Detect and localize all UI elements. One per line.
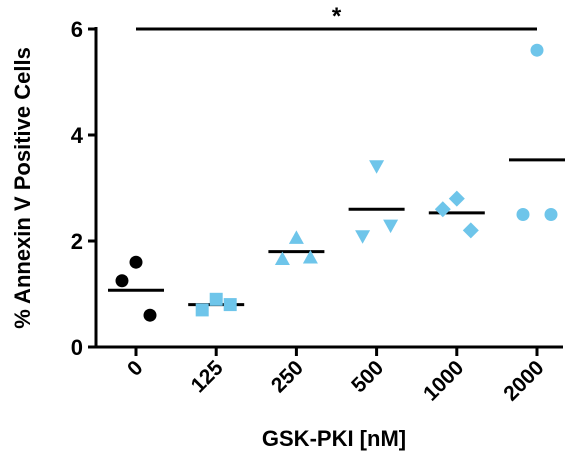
x-tick-label: 1000	[419, 356, 468, 405]
data-point	[115, 274, 129, 288]
data-point	[434, 201, 451, 218]
x-tick-label: 250	[267, 356, 308, 397]
y-tick-label: 2	[71, 229, 83, 254]
y-axis-label: % Annexin V Positive Cells	[10, 47, 35, 329]
y-tick-label: 0	[71, 335, 83, 360]
axes	[94, 27, 563, 349]
data-points	[115, 43, 558, 322]
data-point	[462, 222, 479, 239]
y-tick-label: 6	[71, 17, 83, 42]
data-point	[209, 292, 223, 306]
data-point	[383, 219, 399, 234]
x-tick-label: 500	[347, 356, 388, 397]
x-axis-label: GSK-PKI [nM]	[262, 426, 406, 451]
data-point	[274, 251, 290, 266]
x-tick-label: 2000	[499, 356, 548, 405]
data-point	[302, 249, 318, 264]
data-point	[223, 298, 237, 312]
x-tick-label: 0	[123, 356, 148, 381]
data-point	[143, 308, 157, 322]
x-tick-label: 125	[187, 356, 228, 397]
data-point	[530, 43, 544, 57]
y-tick-label: 4	[71, 123, 84, 148]
data-point	[448, 190, 465, 207]
significance-annotation: *	[136, 3, 537, 31]
data-point	[369, 160, 385, 174]
data-point	[355, 230, 371, 244]
data-point	[288, 230, 304, 244]
data-point	[195, 303, 209, 317]
data-point	[516, 208, 530, 221]
significance-label: *	[332, 3, 342, 30]
mean-lines	[108, 158, 565, 307]
data-point	[544, 208, 558, 221]
data-point	[129, 255, 143, 269]
